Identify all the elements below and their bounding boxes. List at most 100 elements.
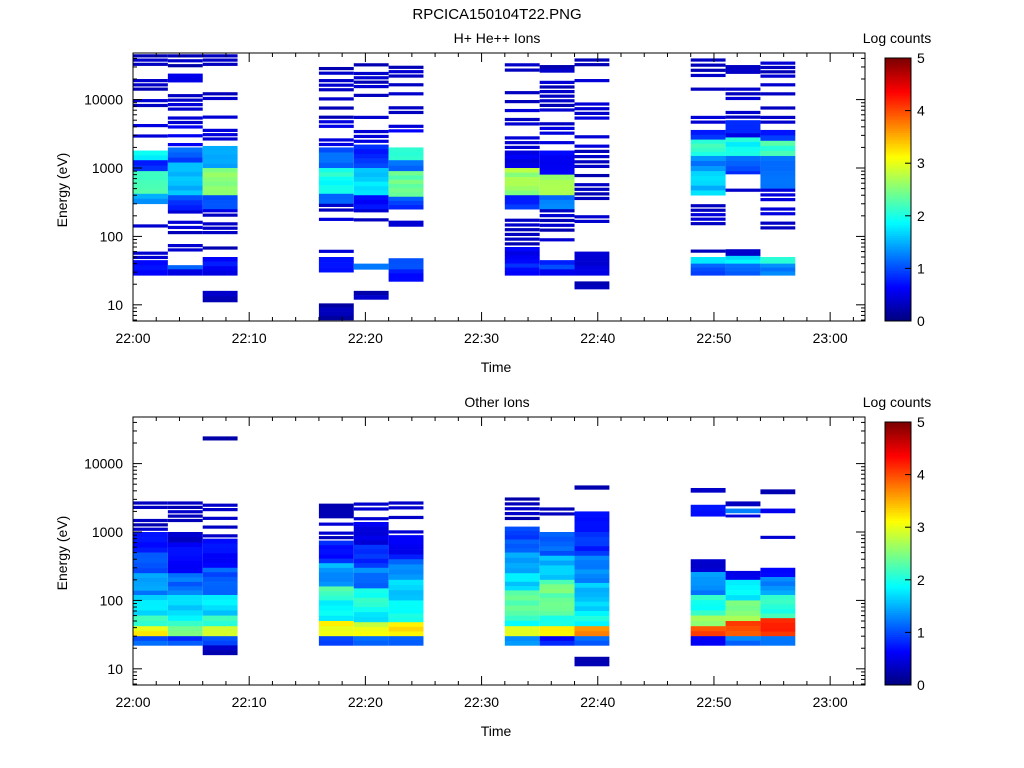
heatmap-cell [167,162,203,168]
colorbar-segment [885,544,911,548]
heatmap-cell [539,512,575,516]
colorbar-segment [885,97,911,101]
colorbar-segment [885,584,911,587]
heatmap-cell [353,517,389,521]
heatmap-cell [504,267,540,272]
heatmap-cell [760,613,796,619]
colorbar-segment [885,163,911,166]
heatmap-cell [760,155,796,162]
colorbar-segment [885,454,911,458]
colorbar-segment [885,446,911,449]
heatmap-cell [504,568,540,574]
heatmap-cell [202,567,238,573]
heatmap-cell [167,590,203,596]
heatmap-cell [318,203,354,207]
colorbar-segment [885,538,911,541]
colorbar-segment [885,509,911,513]
heatmap-cell [760,135,796,142]
heatmap-cell [353,158,389,164]
heatmap-cell [388,501,424,505]
colorbar-segment [885,557,911,561]
heatmap-cell [690,166,726,172]
heatmap-cell [539,575,575,581]
colorbar-segment [885,505,911,508]
colorbar-segment [885,533,911,537]
heatmap-cell [318,185,354,190]
colorbar-segment [885,498,911,502]
heatmap-cell [690,73,726,78]
heatmap-cell [539,238,575,242]
heatmap-cell [760,267,796,272]
heatmap-cell [133,79,168,83]
heatmap-cell [574,621,610,627]
heatmap-cell [574,656,610,662]
heatmap-cell [318,508,354,514]
heatmap-cell [167,573,203,578]
heatmap-cell [318,138,354,142]
heatmap-cell [167,610,203,616]
heatmap-cell [504,108,540,113]
colorbar-segment [885,119,911,123]
heatmap-cell [167,631,203,637]
heatmap-cell [539,89,575,94]
heatmap-cell [133,537,168,543]
heatmap-cell [760,627,796,632]
heatmap-cell [574,550,610,557]
heatmap-cell [202,163,238,169]
heatmap-cell [353,290,389,296]
heatmap-cell [504,543,540,549]
heatmap-cell [167,510,203,514]
heatmap-cell [574,573,610,579]
colorbar-segment [885,176,911,180]
heatmap-cell [539,155,575,161]
x-tick-label: 22:30 [464,694,499,710]
heatmap-cell [539,532,575,538]
heatmap-cell [539,165,575,171]
heatmap-cell [167,248,203,252]
heatmap-cell [353,63,389,67]
heatmap-cell [133,160,168,166]
heatmap-cell [318,558,354,564]
heatmap-cell [167,626,203,632]
heatmap-cell [167,518,203,523]
colorbar-segment [885,592,911,596]
heatmap-cell [760,120,796,124]
colorbar-segment [885,150,911,153]
heatmap-cell [133,134,168,138]
heatmap-cell [318,513,354,519]
heatmap-cell [760,188,796,192]
heatmap-cell [690,631,726,637]
colorbar-segment [885,281,911,285]
heatmap-cell [690,147,726,153]
colorbar-segment [885,165,911,169]
heatmap-cell [539,264,575,270]
heatmap-cell [574,526,610,533]
heatmap-cell [574,511,610,517]
heatmap-cell [202,154,238,160]
heatmap-cell [725,69,761,74]
heatmap-cell [725,595,761,601]
heatmap-cell [725,171,761,175]
heatmap-cell [353,522,389,527]
heatmap-cell [690,567,726,573]
heatmap-cell [690,222,726,226]
heatmap-cell [133,265,168,271]
colorbar-segment [885,220,911,223]
plot-frame [132,416,866,686]
heatmap-cell [690,151,726,157]
heatmap-cell [760,263,796,268]
colorbar-segment [885,239,911,243]
colorbar-segment [885,562,911,565]
heatmap-cell [388,535,424,541]
y-tick-label: 10000 [84,92,123,108]
panel-title: Other Ions [464,394,529,410]
heatmap-cell [574,596,610,602]
colorbar-segment [885,185,911,188]
heatmap-cell [202,195,238,201]
heatmap-cell [167,620,203,627]
heatmap-cell [760,581,796,587]
heatmap-cell [690,68,726,72]
heatmap-cell [539,626,575,632]
heatmap-cell [167,615,203,622]
heatmap-cell [725,115,761,119]
